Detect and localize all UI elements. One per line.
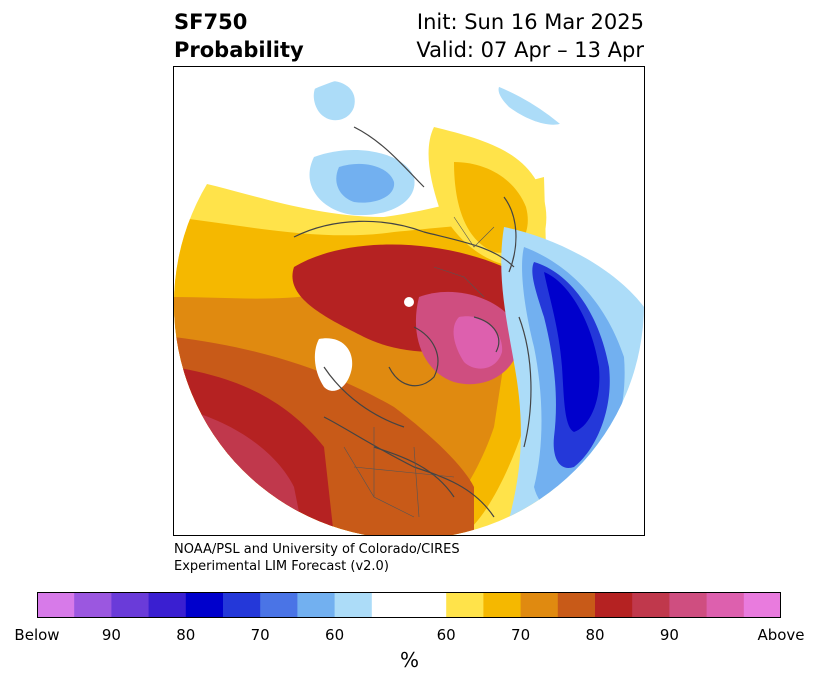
title-left: SF750 Probability [174, 8, 304, 64]
region-below-core [544, 272, 600, 432]
colorbar-segment [483, 592, 522, 618]
colorbar-segment [297, 592, 336, 618]
colorbar-tick-label: Above [757, 626, 805, 644]
colorbar-segment [111, 592, 150, 618]
colorbar-segment [37, 592, 75, 618]
colorbar-tick-label: 80 [176, 626, 196, 644]
coastlines [293, 126, 532, 518]
region-arctic-magenta [453, 316, 503, 369]
region-top-below [313, 80, 355, 121]
colorbar-tick-label: 80 [585, 626, 605, 644]
colorbar-segment [185, 592, 224, 618]
colorbar-tick-label: 90 [659, 626, 679, 644]
colorbar-segment [557, 592, 596, 618]
colorbar-unit: % [399, 648, 419, 672]
colorbar-segment [74, 592, 112, 618]
product-name: Probability [174, 38, 304, 62]
colorbar-segment [260, 592, 298, 618]
init-date: Init: Sun 16 Mar 2025 [416, 10, 644, 34]
colorbar-tick-label: 70 [511, 626, 531, 644]
colorbar-segment [371, 592, 447, 618]
colorbar-segment [595, 592, 633, 618]
colorbar-tick-label: 70 [250, 626, 270, 644]
colorbar-tick-label: 60 [436, 626, 456, 644]
colorbar-segment [669, 592, 708, 618]
colorbar-segment [446, 592, 484, 618]
colorbar-tick-label: Below [14, 626, 60, 644]
colorbar-segment [706, 592, 745, 618]
colorbar-segment [148, 592, 187, 618]
colorbar-svg [37, 592, 781, 618]
credit-text: NOAA/PSL and University of Colorado/CIRE… [174, 541, 460, 575]
valid-dates: Valid: 07 Apr – 13 Apr [416, 38, 644, 62]
credit-line-1: NOAA/PSL and University of Colorado/CIRE… [174, 542, 460, 557]
colorbar-segment [632, 592, 670, 618]
polar-map-svg [174, 69, 644, 535]
credit-line-2: Experimental LIM Forecast (v2.0) [174, 559, 389, 574]
colorbar-border [37, 592, 781, 618]
colorbar-segment [520, 592, 559, 618]
colorbar-segment [743, 592, 781, 618]
region-pacific-gap [314, 338, 353, 391]
title-right: Init: Sun 16 Mar 2025 Valid: 07 Apr – 13… [416, 8, 644, 64]
colorbar-tick-label: 90 [101, 626, 121, 644]
colorbar [37, 592, 781, 618]
forecast-map [173, 66, 645, 536]
borders [343, 216, 495, 518]
region-europe-below-mid [336, 163, 395, 203]
variable-name: SF750 [174, 10, 248, 34]
colorbar-segment [223, 592, 261, 618]
colorbar-tick-labels: Below 90 80 70 60 60 70 80 90 Above [0, 626, 819, 646]
colorbar-segment [334, 592, 373, 618]
pole-hole [404, 297, 414, 307]
colorbar-tick-label: 60 [325, 626, 345, 644]
